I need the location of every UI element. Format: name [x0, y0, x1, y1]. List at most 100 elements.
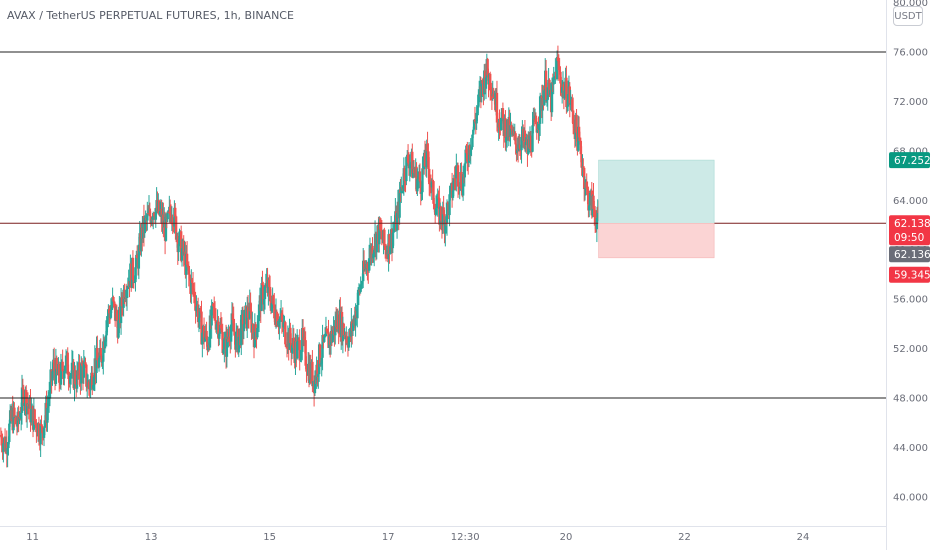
candle-body: [449, 188, 452, 195]
candle-body: [61, 361, 64, 372]
candle-body: [33, 409, 36, 422]
chart-title: AVAX / TetherUS PERPETUAL FUTURES, 1h, B…: [7, 9, 294, 22]
candle-body: [509, 125, 512, 137]
candle-body: [51, 371, 54, 381]
candle-body: [256, 327, 259, 338]
candle-body: [360, 284, 363, 286]
candle-body: [432, 181, 435, 204]
candle-body: [39, 424, 42, 445]
candle-body: [242, 324, 246, 332]
candle-body: [457, 186, 461, 189]
candle-body: [456, 165, 460, 187]
candle-body: [34, 421, 37, 424]
candle-body: [254, 324, 257, 332]
y-tick-label: 48.000: [893, 394, 928, 405]
candle-body: [166, 211, 169, 220]
candle-body: [535, 124, 538, 133]
candle-body: [171, 217, 174, 226]
candle-body: [30, 409, 33, 423]
candle-body: [571, 110, 575, 125]
candle-body: [17, 411, 20, 421]
candle-body: [592, 195, 595, 209]
x-tick-label: 15: [263, 532, 276, 543]
candle-body: [226, 331, 229, 340]
last-price-label-bg: [889, 215, 930, 246]
candle-body: [262, 285, 265, 305]
candle-body: [532, 118, 535, 126]
candle-body: [182, 240, 185, 256]
candle-body: [101, 361, 104, 363]
candle-body: [305, 365, 308, 372]
candle-body: [588, 193, 592, 206]
candle-body: [416, 178, 419, 192]
candle-body: [223, 338, 226, 350]
candles-layer: [0, 45, 600, 468]
candle-body: [464, 149, 467, 164]
last-price-label: 62.138: [894, 218, 931, 230]
candle-body: [131, 257, 135, 280]
candle-body: [469, 149, 472, 155]
time-axis[interactable]: 11 13 15 17 12:30 20 22 24: [26, 532, 809, 543]
candle-body: [367, 258, 371, 271]
candle-body: [404, 180, 407, 182]
y-tick-label: 56.000: [893, 295, 928, 306]
candle-body: [559, 71, 562, 84]
candle-body: [297, 339, 301, 341]
candle-body: [477, 91, 481, 95]
candle-body: [200, 311, 203, 345]
y-tick-label: 44.000: [893, 443, 928, 454]
candle-body: [299, 358, 302, 361]
candle-body: [563, 90, 566, 99]
candle-body: [225, 331, 229, 357]
candle-body: [249, 302, 252, 312]
candle-body: [100, 355, 103, 363]
candle-body: [427, 151, 430, 169]
y-tick-label: 40.000: [893, 492, 928, 503]
candle-body: [97, 357, 101, 368]
candle-body: [448, 194, 451, 216]
candle-body: [7, 441, 10, 449]
candle-body: [167, 211, 170, 213]
candle-body: [426, 143, 429, 152]
candle-body: [336, 314, 340, 330]
candle-body: [419, 181, 422, 194]
candle-body: [553, 76, 556, 78]
candle-body: [285, 346, 289, 348]
candle-body: [40, 424, 43, 427]
candle-body: [560, 87, 564, 93]
candle-body: [359, 284, 362, 292]
candle-body: [232, 320, 235, 332]
candle-body: [257, 321, 260, 328]
candle-body: [47, 398, 51, 404]
candle-body: [393, 226, 396, 230]
candle-body: [25, 404, 29, 415]
candle-body: [106, 317, 109, 321]
candle-body: [304, 340, 307, 366]
candle-body: [298, 340, 301, 361]
candle-body: [510, 125, 513, 129]
candle-body: [543, 90, 546, 106]
candle-body: [582, 167, 586, 190]
candle-body: [222, 349, 225, 354]
candle-body: [518, 144, 522, 149]
candle-body: [282, 322, 285, 328]
candle-body: [431, 180, 434, 182]
candle-body: [207, 345, 210, 351]
candle-body: [96, 348, 99, 361]
candle-body: [500, 117, 503, 131]
candle-body: [498, 122, 501, 128]
candle-body: [536, 128, 539, 133]
candle-body: [428, 168, 431, 185]
candle-body: [395, 212, 399, 231]
candle-body: [421, 168, 424, 193]
candle-body: [529, 135, 533, 152]
candle-body: [59, 362, 63, 385]
candle-body: [455, 166, 458, 179]
candle-body: [63, 365, 67, 371]
candle-body: [313, 375, 317, 394]
currency-button[interactable]: USDT: [893, 6, 923, 26]
candle-body: [135, 254, 138, 268]
candle-body: [391, 232, 395, 249]
